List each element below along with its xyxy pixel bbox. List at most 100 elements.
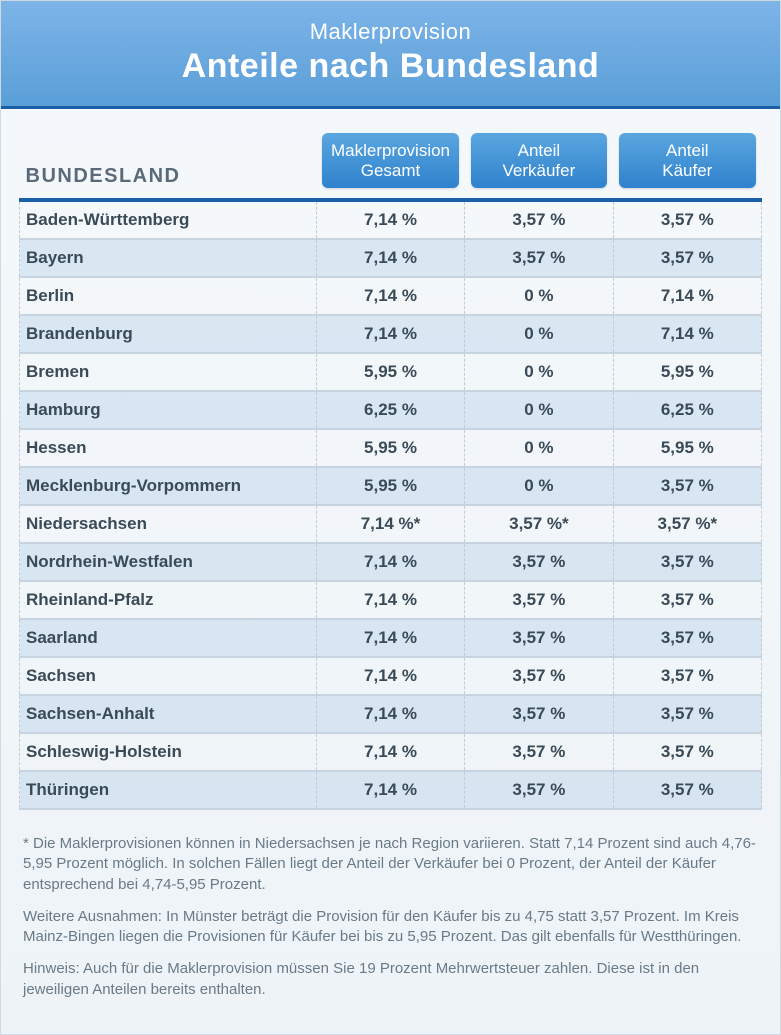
cell-total: 7,14 % [316,581,464,619]
cell-seller: 3,57 % [465,771,613,809]
table-row: Schleswig-Holstein7,14 %3,57 %3,57 % [20,733,762,771]
table-row: Mecklenburg-Vorpommern5,95 %0 %3,57 % [20,467,762,505]
table-row: Thüringen7,14 %3,57 %3,57 % [20,771,762,809]
cell-buyer: 6,25 % [613,391,761,429]
cell-seller: 3,57 % [465,657,613,695]
cell-total: 6,25 % [316,391,464,429]
cell-buyer: 3,57 % [613,581,761,619]
cell-seller: 3,57 % [465,733,613,771]
cell-bundesland: Bremen [20,353,317,391]
cell-bundesland: Mecklenburg-Vorpommern [20,467,317,505]
cell-seller: 0 % [465,467,613,505]
cell-buyer: 7,14 % [613,315,761,353]
cell-bundesland: Niedersachsen [20,505,317,543]
table-row: Bremen5,95 %0 %5,95 % [20,353,762,391]
cell-bundesland: Rheinland-Pfalz [20,581,317,619]
pill-total-line1: Maklerprovision [328,141,452,161]
cell-buyer: 3,57 % [613,239,761,277]
cell-seller: 3,57 % [465,543,613,581]
pill-seller-line2: Verkäufer [477,161,601,181]
cell-buyer: 3,57 % [613,733,761,771]
cell-total: 7,14 % [316,543,464,581]
cell-bundesland: Berlin [20,277,317,315]
cell-bundesland: Hessen [20,429,317,467]
cell-total: 5,95 % [316,353,464,391]
column-header-seller: Anteil Verkäufer [465,133,613,200]
table-row: Sachsen7,14 %3,57 %3,57 % [20,657,762,695]
cell-seller: 3,57 % [465,239,613,277]
cell-bundesland: Sachsen [20,657,317,695]
cell-total: 7,14 %* [316,505,464,543]
cell-seller: 0 % [465,277,613,315]
footnotes: * Die Maklerprovisionen können in Nieder… [1,820,780,1034]
cell-buyer: 3,57 % [613,200,761,239]
cell-seller: 0 % [465,429,613,467]
cell-total: 7,14 % [316,315,464,353]
cell-bundesland: Saarland [20,619,317,657]
cell-buyer: 3,57 % [613,695,761,733]
footnote-vat: Hinweis: Auch für die Maklerprovision mü… [23,959,758,1000]
header-title: Anteile nach Bundesland [1,47,780,86]
commission-table: BUNDESLAND Maklerprovision Gesamt Anteil… [19,133,762,810]
pill-seller-line1: Anteil [477,141,601,161]
cell-seller: 3,57 % [465,695,613,733]
cell-buyer: 3,57 % [613,771,761,809]
cell-bundesland: Sachsen-Anhalt [20,695,317,733]
footnote-exceptions: Weitere Ausnahmen: In Münster beträgt di… [23,907,758,948]
cell-buyer: 3,57 % [613,619,761,657]
table-row: Saarland7,14 %3,57 %3,57 % [20,619,762,657]
table-row: Rheinland-Pfalz7,14 %3,57 %3,57 % [20,581,762,619]
pill-buyer: Anteil Käufer [619,133,755,188]
cell-buyer: 5,95 % [613,353,761,391]
cell-bundesland: Hamburg [20,391,317,429]
cell-total: 7,14 % [316,277,464,315]
cell-total: 5,95 % [316,467,464,505]
infographic-container: Maklerprovision Anteile nach Bundesland … [0,0,781,1035]
cell-seller: 0 % [465,315,613,353]
cell-total: 7,14 % [316,657,464,695]
table-body: Baden-Württemberg7,14 %3,57 %3,57 %Bayer… [20,200,762,809]
cell-seller: 3,57 %* [465,505,613,543]
table-row: Sachsen-Anhalt7,14 %3,57 %3,57 % [20,695,762,733]
cell-total: 7,14 % [316,200,464,239]
table-row: Bayern7,14 %3,57 %3,57 % [20,239,762,277]
cell-buyer: 3,57 % [613,543,761,581]
cell-bundesland: Thüringen [20,771,317,809]
table-row: Berlin7,14 %0 %7,14 % [20,277,762,315]
cell-buyer: 5,95 % [613,429,761,467]
cell-bundesland: Baden-Württemberg [20,200,317,239]
cell-seller: 3,57 % [465,200,613,239]
cell-bundesland: Brandenburg [20,315,317,353]
cell-seller: 3,57 % [465,581,613,619]
table-header-row: BUNDESLAND Maklerprovision Gesamt Anteil… [20,133,762,200]
table-row: Nordrhein-Westfalen7,14 %3,57 %3,57 % [20,543,762,581]
column-header-buyer: Anteil Käufer [613,133,761,200]
table-wrapper: BUNDESLAND Maklerprovision Gesamt Anteil… [1,109,780,820]
table-row: Baden-Württemberg7,14 %3,57 %3,57 % [20,200,762,239]
cell-seller: 0 % [465,391,613,429]
pill-buyer-line2: Käufer [625,161,749,181]
cell-total: 7,14 % [316,619,464,657]
cell-bundesland: Nordrhein-Westfalen [20,543,317,581]
cell-seller: 3,57 % [465,619,613,657]
table-row: Niedersachsen7,14 %*3,57 %*3,57 %* [20,505,762,543]
column-header-total: Maklerprovision Gesamt [316,133,464,200]
cell-buyer: 3,57 %* [613,505,761,543]
cell-bundesland: Bayern [20,239,317,277]
table-row: Hessen5,95 %0 %5,95 % [20,429,762,467]
cell-buyer: 3,57 % [613,467,761,505]
cell-buyer: 7,14 % [613,277,761,315]
cell-total: 5,95 % [316,429,464,467]
table-row: Hamburg6,25 %0 %6,25 % [20,391,762,429]
pill-total-line2: Gesamt [328,161,452,181]
header-banner: Maklerprovision Anteile nach Bundesland [1,1,780,109]
cell-buyer: 3,57 % [613,657,761,695]
cell-bundesland: Schleswig-Holstein [20,733,317,771]
table-row: Brandenburg7,14 %0 %7,14 % [20,315,762,353]
column-header-bundesland: BUNDESLAND [20,133,317,200]
header-subtitle: Maklerprovision [1,19,780,45]
pill-total: Maklerprovision Gesamt [322,133,458,188]
cell-seller: 0 % [465,353,613,391]
cell-total: 7,14 % [316,733,464,771]
pill-seller: Anteil Verkäufer [471,133,607,188]
